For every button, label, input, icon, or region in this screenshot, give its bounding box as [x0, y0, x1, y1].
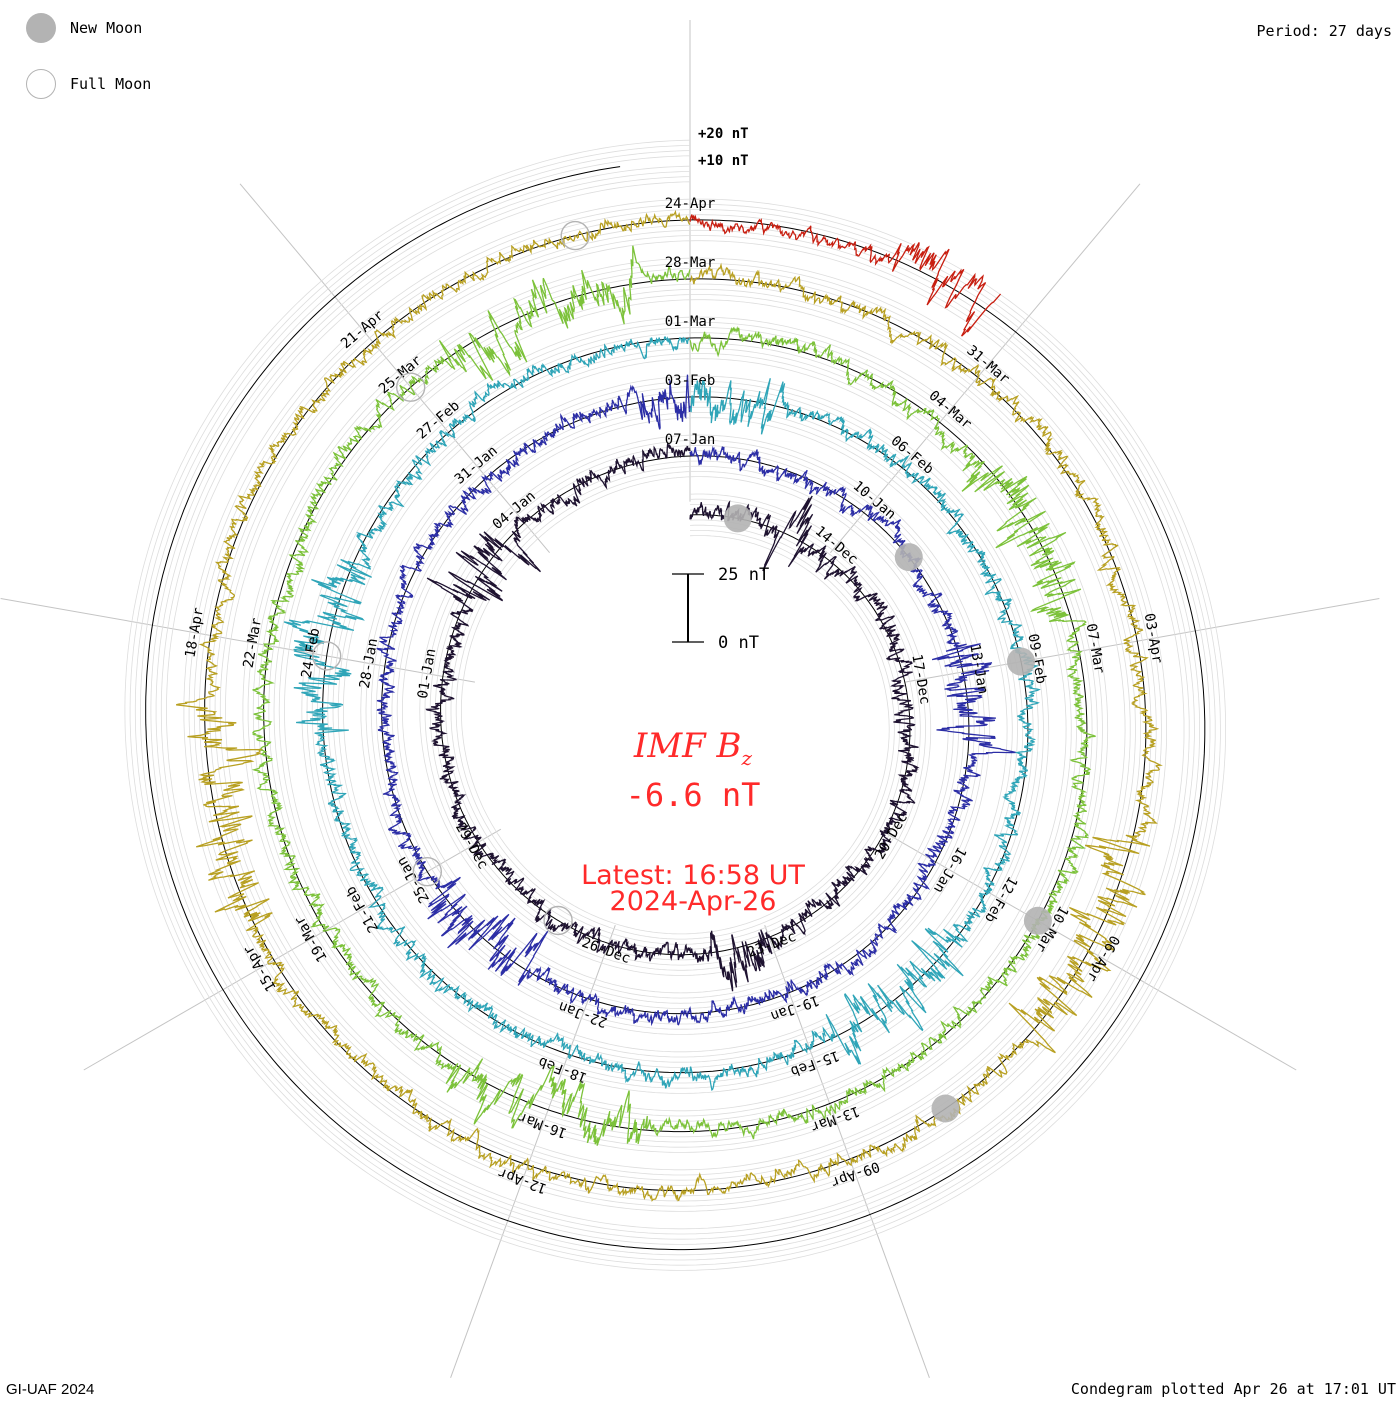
spiral-grid-line — [124, 139, 1226, 1271]
spiral-grid-line — [311, 327, 1039, 1084]
spiral-grid-line — [376, 391, 975, 1020]
legend-full-moon: Full Moon — [26, 69, 151, 99]
spiral-grid-line — [183, 198, 1167, 1212]
spiral-grid-line — [247, 263, 1103, 1148]
series-trace — [376, 374, 1017, 1027]
spiral-grid-line — [166, 181, 1185, 1230]
series-trace — [425, 443, 920, 992]
full-moon-label: Full Moon — [70, 75, 152, 93]
legend-new-moon: New Moon — [26, 13, 142, 43]
spiral-grid-line — [283, 299, 1067, 1112]
scale-bar-top-label: 25 nT — [718, 565, 769, 585]
footer-credit: GI-UAF 2024 — [6, 1381, 95, 1398]
series-trace — [689, 214, 1002, 337]
spiral-grid-line — [214, 230, 1136, 1181]
date-tick-label: 14-Dec — [812, 523, 861, 568]
center-date: 2024-Apr-26 — [609, 886, 777, 917]
full-moon-icon — [26, 69, 56, 99]
date-tick-label: 13-Jan — [966, 643, 991, 696]
date-tick-label: 28-Mar — [665, 255, 716, 271]
spiral-grid-line — [134, 150, 1216, 1261]
radial-grid-line — [764, 925, 930, 1378]
center-title-main: IMF B — [633, 726, 742, 766]
date-tick-label: 07-Mar — [1083, 622, 1108, 675]
spiral-grid-line — [306, 322, 1044, 1089]
date-tick-label: 06-Apr — [1083, 932, 1122, 984]
date-tick-label: 07-Jan — [665, 432, 716, 448]
spiral-grid-line — [402, 417, 949, 994]
series-trace — [251, 245, 1096, 1146]
new-moon-marker — [1023, 906, 1052, 935]
new-moon-marker — [723, 504, 752, 533]
spiral-grid-line — [317, 332, 1034, 1079]
spiral-grid-line — [461, 476, 890, 935]
radial-grid-line — [239, 183, 550, 554]
spiral-grid-line — [360, 375, 991, 1035]
date-tick-label: 17-Dec — [908, 653, 933, 706]
date-tick-label: 03-Feb — [665, 373, 716, 389]
spiral-grid-line — [343, 358, 1008, 1053]
center-title-sub: z — [741, 745, 753, 770]
spiral-grid-line — [365, 381, 985, 1030]
center-value: -6.6 nT — [625, 776, 761, 814]
spiral-grid-line — [155, 171, 1195, 1240]
spiral-grid-line — [273, 289, 1077, 1122]
footer-plot-time: Condegram plotted Apr 26 at 17:01 UT — [1070, 1380, 1396, 1398]
spiral-grid-line — [301, 316, 1050, 1094]
spiral-grid-line — [419, 434, 932, 976]
ring-scale-label: +20 nT — [698, 126, 749, 142]
radial-grid-line — [450, 925, 616, 1378]
full-moon-marker — [412, 857, 442, 887]
full-moon-marker — [560, 220, 590, 251]
spiral-grid-line — [209, 224, 1141, 1186]
date-tick-label: 24-Apr — [665, 196, 716, 212]
spiral-grid-line — [225, 240, 1126, 1171]
spiral-grid-line — [129, 145, 1221, 1266]
spiral-grid-line — [140, 155, 1211, 1256]
spiral-grid-line — [160, 176, 1190, 1235]
spiral-grid-line — [193, 209, 1157, 1202]
spiral-grid-line — [252, 268, 1098, 1143]
spiral-grid-line — [391, 407, 959, 1004]
date-tick-label: 01-Mar — [665, 314, 716, 330]
full-moon-marker — [312, 641, 342, 671]
series-trace — [176, 209, 1163, 1202]
spiral-grid-line — [332, 348, 1018, 1063]
radial-grid-line — [0, 597, 476, 683]
spiral-grid-line — [455, 471, 895, 940]
new-moon-marker — [894, 543, 923, 572]
radial-grid-line — [830, 183, 1141, 554]
scale-bar-bottom-label: 0 nT — [718, 633, 759, 653]
full-moon-marker — [543, 905, 573, 936]
spiral-grid-line — [188, 204, 1162, 1207]
center-latest: Latest: 16:58 UT — [581, 860, 805, 891]
ring-scale-label: +10 nT — [698, 153, 749, 169]
spiral-grid-line — [370, 386, 980, 1025]
period-label: Period: 27 days — [1256, 22, 1392, 40]
date-tick-label: 26-Dec — [579, 935, 632, 967]
spiral-grid-line — [150, 165, 1200, 1245]
full-moon-marker — [396, 372, 426, 402]
center-title: IMF Bz — [0, 726, 1386, 770]
series-trace — [283, 336, 1041, 1091]
date-tick-label: 03-Apr — [1141, 612, 1166, 665]
new-moon-icon — [26, 13, 56, 43]
new-moon-marker — [1007, 647, 1035, 676]
spiral-grid-line — [242, 257, 1109, 1153]
spiral-grid-line — [396, 412, 954, 999]
date-tick-label: 23-Dec — [745, 929, 798, 961]
spiral-grid-line — [337, 353, 1013, 1058]
new-moon-marker — [931, 1094, 960, 1123]
date-tick-label: 10-Jan — [850, 478, 899, 523]
spiral-grid-line — [450, 466, 900, 945]
new-moon-label: New Moon — [70, 19, 143, 37]
spiral-grid-line — [219, 235, 1131, 1176]
